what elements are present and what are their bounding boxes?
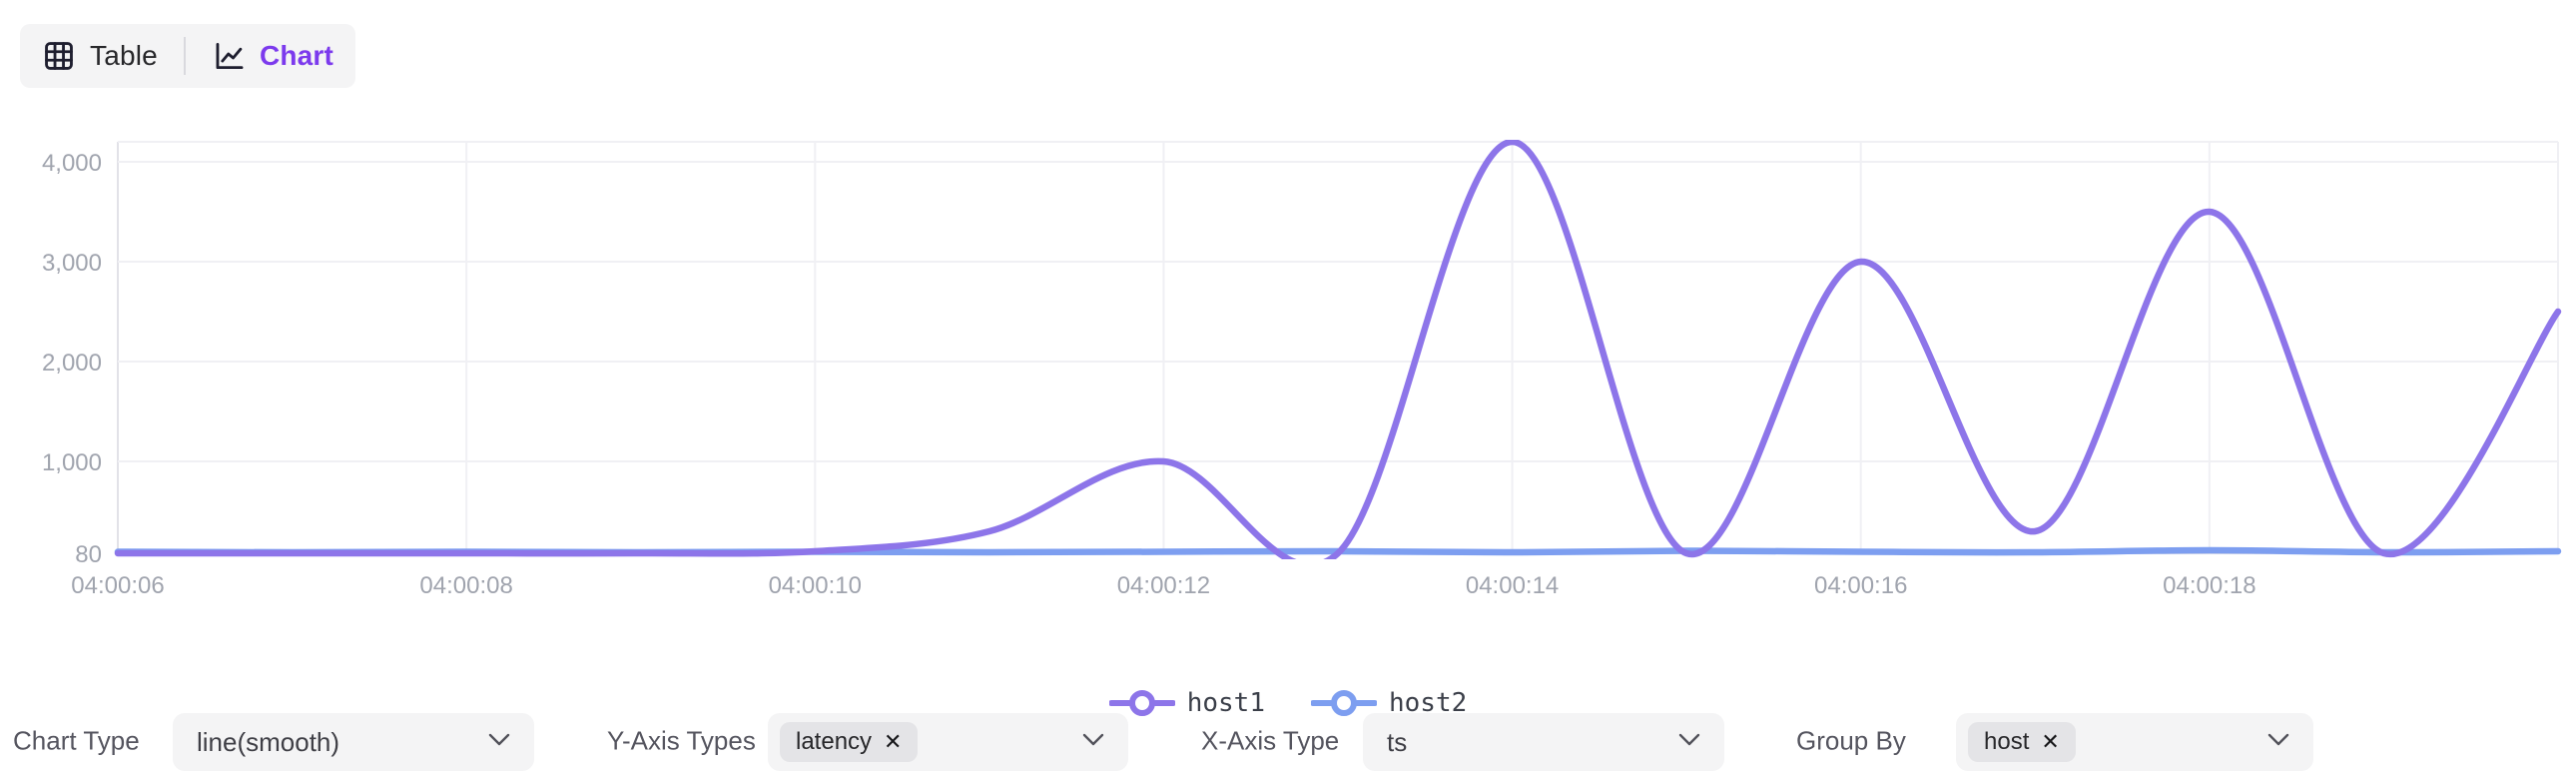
table-icon [42, 39, 76, 73]
chevron-down-icon [2267, 733, 2289, 751]
group-by-tag-label: host [1984, 728, 2030, 755]
table-view-label: Table [90, 40, 158, 71]
svg-text:04:00:14: 04:00:14 [1466, 572, 1559, 599]
chart-type-label: Chart Type [13, 725, 140, 756]
chart-type-value: line(smooth) [197, 726, 340, 757]
legend-item-host1[interactable]: host1 [1108, 688, 1265, 718]
svg-text:04:00:10: 04:00:10 [769, 572, 862, 599]
svg-text:3,000: 3,000 [42, 250, 102, 277]
remove-tag-icon[interactable]: ✕ [884, 729, 903, 754]
legend-marker-host2 [1311, 690, 1377, 716]
chart-type-select[interactable]: line(smooth) [173, 713, 534, 771]
group-by-label: Group By [1796, 725, 1906, 756]
line-chart-icon [212, 39, 246, 73]
svg-text:04:00:16: 04:00:16 [1814, 572, 1907, 599]
y-axis-types-label: Y-Axis Types [607, 725, 756, 756]
group-by-tag-host: host ✕ [1968, 722, 2076, 762]
y-axis-tag-latency: latency ✕ [780, 722, 919, 762]
chevron-down-icon [1082, 733, 1104, 751]
legend-label-host1: host1 [1186, 688, 1265, 718]
table-view-button[interactable]: Table [42, 39, 158, 73]
x-axis-type-label: X-Axis Type [1201, 725, 1340, 756]
svg-text:04:00:06: 04:00:06 [71, 572, 164, 599]
x-axis-type-select[interactable]: ts [1363, 713, 1724, 771]
legend-marker-host1 [1108, 690, 1175, 716]
line-chart: 80 1,000 2,000 3,000 4,000 04:00:06 04:00:08 04… [42, 140, 2562, 599]
chart-view-button[interactable]: Chart [212, 39, 333, 73]
chevron-down-icon [488, 733, 510, 751]
remove-tag-icon[interactable]: ✕ [2041, 729, 2060, 754]
y-axis-types-select[interactable]: latency ✕ [768, 713, 1128, 771]
svg-text:04:00:18: 04:00:18 [2163, 572, 2255, 599]
svg-text:80: 80 [75, 541, 102, 568]
chart-view-label: Chart [259, 40, 334, 71]
group-by-select[interactable]: host ✕ [1956, 713, 2313, 771]
svg-text:04:00:08: 04:00:08 [419, 572, 512, 599]
svg-text:2,000: 2,000 [42, 350, 102, 377]
y-axis-tag-label: latency [796, 728, 873, 755]
chevron-down-icon [1678, 733, 1700, 751]
svg-text:04:00:12: 04:00:12 [1117, 572, 1210, 599]
x-axis-type-value: ts [1387, 726, 1408, 757]
svg-text:4,000: 4,000 [42, 150, 102, 177]
view-toggle: Table Chart [20, 24, 356, 88]
toggle-divider [183, 37, 186, 75]
svg-text:1,000: 1,000 [42, 449, 102, 476]
